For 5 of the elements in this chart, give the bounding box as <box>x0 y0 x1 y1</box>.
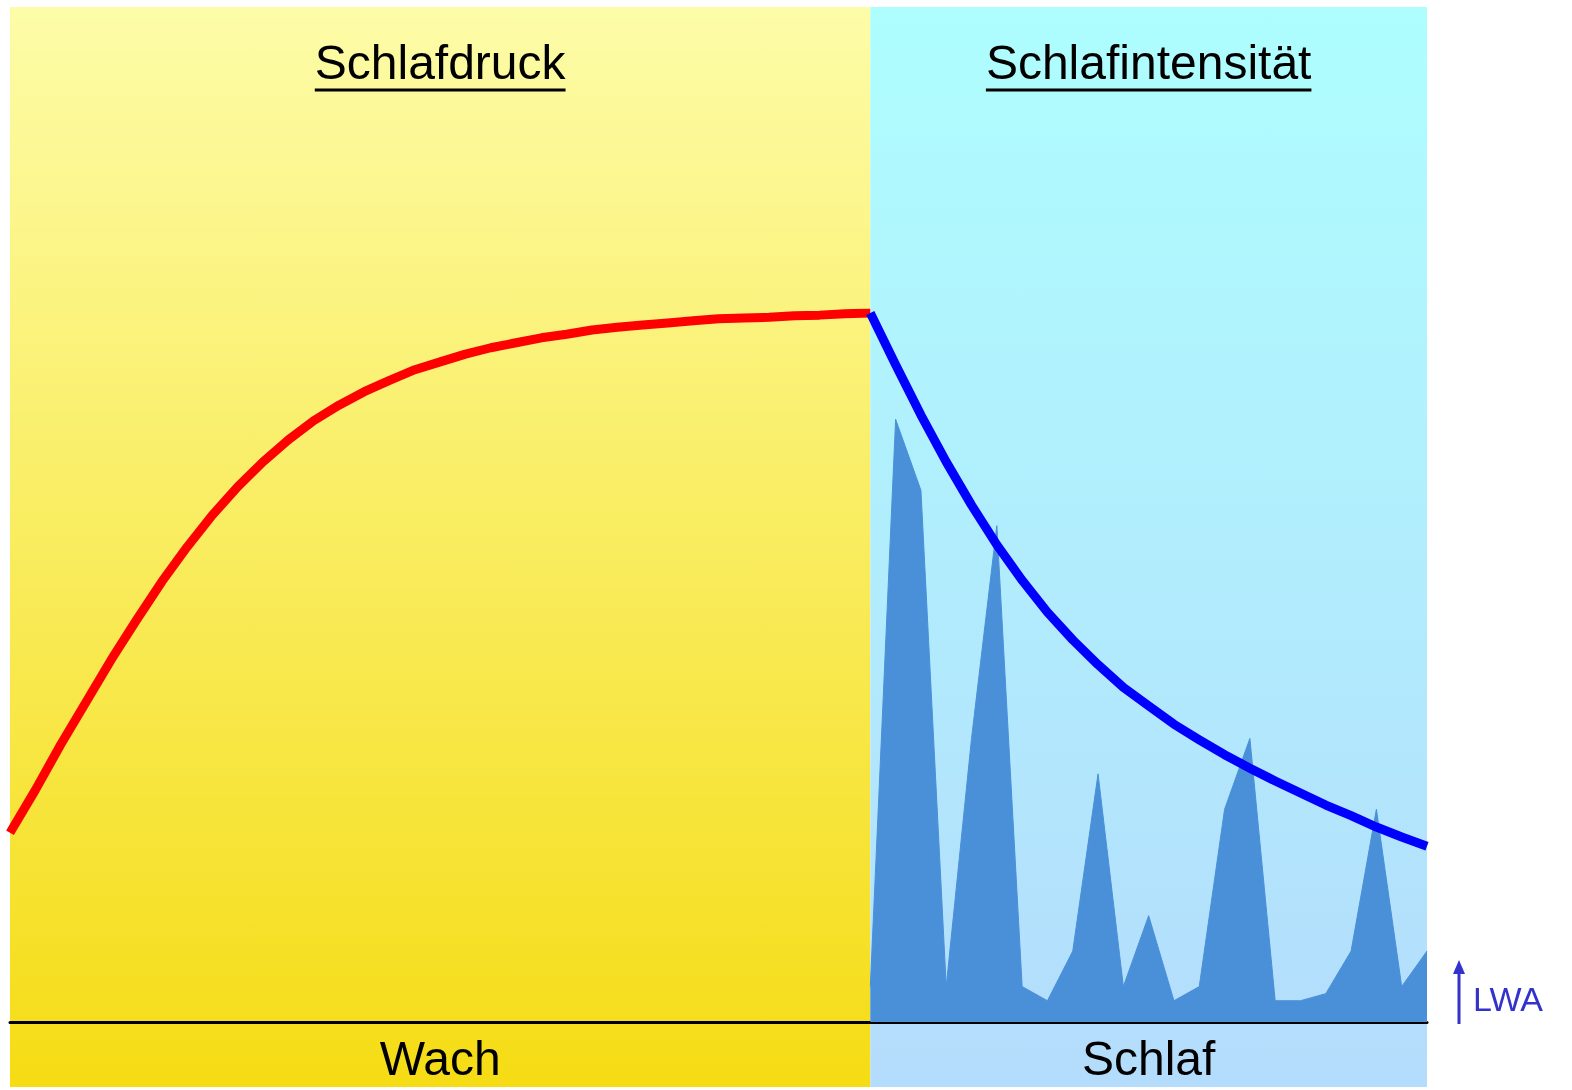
text: Schlafintensität <box>985 35 1312 89</box>
text: Wach <box>379 1031 501 1085</box>
text: Schlaf <box>1081 1031 1217 1085</box>
series-label: LWA <box>1473 980 1544 1018</box>
text: Schlafdruck <box>314 35 567 89</box>
